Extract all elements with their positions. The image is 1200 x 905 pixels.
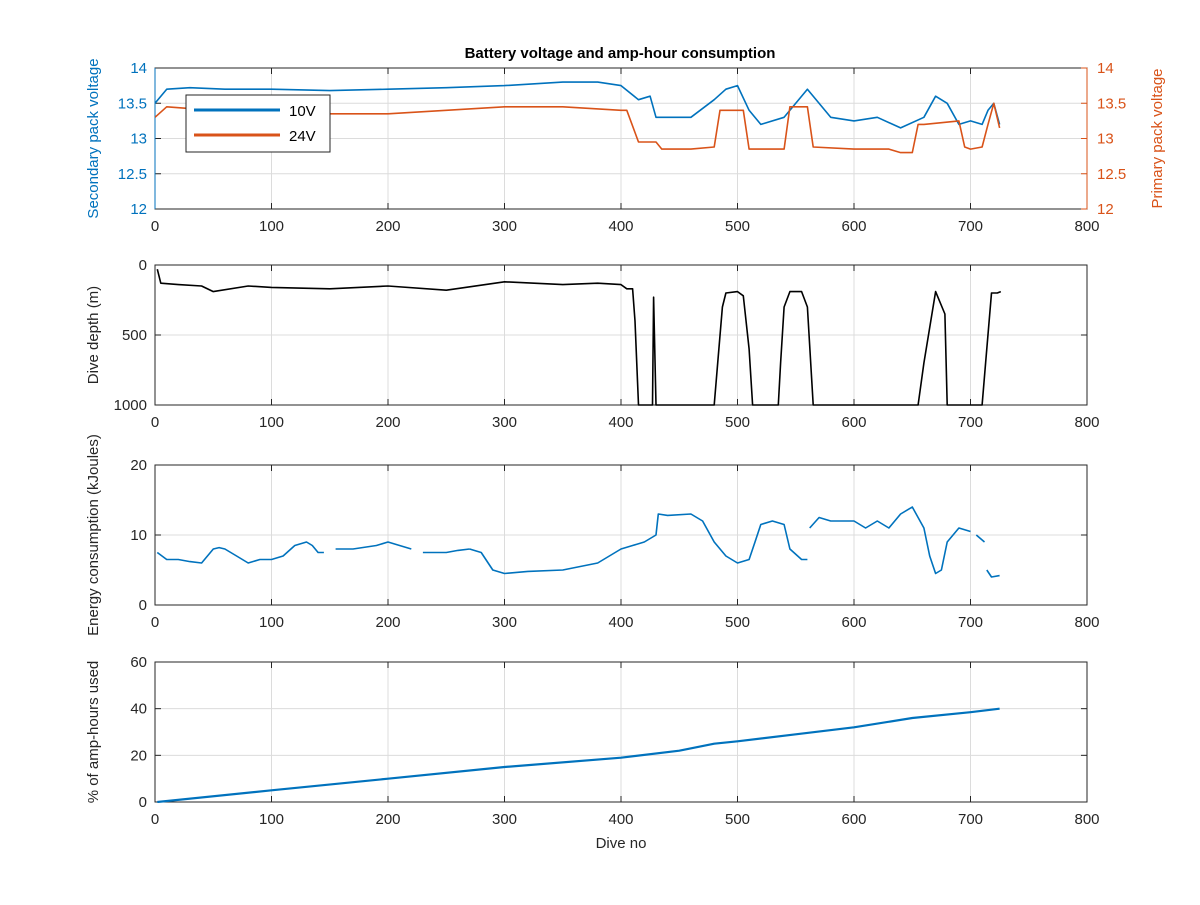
x-tick-label: 800 — [1074, 811, 1099, 828]
x-tick-label: 200 — [375, 614, 400, 631]
y-tick-label: 12 — [130, 201, 147, 218]
y-axis-label: Dive depth (m) — [85, 286, 102, 384]
y-tick-label: 20 — [130, 747, 147, 764]
x-axis-label: Dive no — [596, 835, 647, 852]
series-line-subplot3-seg1 — [335, 541, 412, 550]
y-axis-label: % of amp-hours used — [85, 661, 102, 804]
subplot-3: 0 100 200 300 400 500 600 700 800 0 10 20 Energy con… — [85, 434, 1100, 636]
x-tick-label: 100 — [259, 218, 284, 235]
y-tick-label: 13.5 — [118, 95, 147, 112]
legend-label-10v: 10V — [289, 103, 316, 120]
x-tick-label: 400 — [608, 614, 633, 631]
y-tick-label: 40 — [130, 701, 147, 718]
y-tick-label: 0 — [139, 597, 147, 614]
y-tick-label: 1000 — [114, 397, 147, 414]
y-tick-label: 60 — [130, 654, 147, 671]
subplot-1: 0 100 200 300 400 500 600 700 8001212.51313.5141… — [85, 58, 1166, 235]
x-tick-label: 800 — [1074, 614, 1099, 631]
subplot-2: 0 100 200 300 400 500 600 700 800 0 500 1000 Dive de… — [85, 257, 1100, 431]
x-tick-label: 100 — [259, 811, 284, 828]
y-axis-label-right: Primary pack voltage — [1149, 68, 1166, 208]
x-tick-label: 0 — [151, 218, 159, 235]
series-line-subplot3-seg3 — [469, 513, 808, 575]
x-tick-label: 400 — [608, 414, 633, 431]
y-tick-label-right: 13 — [1097, 131, 1114, 148]
series-line-subplot3-seg5 — [975, 534, 986, 543]
y-tick-label: 500 — [122, 327, 147, 344]
x-tick-label: 400 — [608, 811, 633, 828]
x-tick-label: 800 — [1074, 218, 1099, 235]
x-tick-label: 300 — [492, 811, 517, 828]
x-tick-label: 0 — [151, 614, 159, 631]
x-tick-label: 800 — [1074, 414, 1099, 431]
y-tick-label: 0 — [139, 794, 147, 811]
x-tick-label: 100 — [259, 614, 284, 631]
x-tick-label: 500 — [725, 414, 750, 431]
y-tick-label-right: 12 — [1097, 201, 1114, 218]
series-line-10v — [155, 81, 1001, 129]
x-tick-label: 600 — [841, 218, 866, 235]
x-tick-label: 0 — [151, 811, 159, 828]
y-tick-label: 12.5 — [118, 166, 147, 183]
legend-label-24v: 24V — [289, 128, 316, 145]
series-line-subplot4 — [157, 707, 1000, 803]
y-tick-label: 10 — [130, 527, 147, 544]
y-tick-label: 20 — [130, 457, 147, 474]
x-tick-label: 700 — [958, 414, 983, 431]
x-tick-label: 500 — [725, 614, 750, 631]
y-tick-label: 13 — [130, 131, 147, 148]
x-tick-label: 200 — [375, 218, 400, 235]
series-line-subplot3-seg2 — [422, 548, 470, 554]
series-line-subplot3-seg0 — [156, 541, 324, 564]
y-tick-label-right: 12.5 — [1097, 166, 1126, 183]
subplot-4: 0 100 200 300 400 500 600 700 800 0 20 40 60 % of amp… — [85, 654, 1100, 852]
x-tick-label: 700 — [958, 218, 983, 235]
axes-layer: 0 100 200 300 400 500 600 700 8001212.51313.5141… — [85, 58, 1166, 852]
chart-title: Battery voltage and amp-hour consumption — [465, 45, 776, 62]
series-line-subplot2 — [156, 269, 1002, 406]
x-tick-label: 300 — [492, 218, 517, 235]
y-tick-label: 0 — [139, 257, 147, 274]
x-tick-label: 600 — [841, 614, 866, 631]
series-line-subplot3-seg4 — [809, 506, 971, 575]
x-tick-label: 300 — [492, 614, 517, 631]
x-tick-label: 700 — [958, 811, 983, 828]
y-axis-label: Secondary pack voltage — [85, 58, 102, 218]
x-tick-label: 200 — [375, 414, 400, 431]
x-tick-label: 700 — [958, 614, 983, 631]
x-tick-label: 300 — [492, 414, 517, 431]
series-line-subplot3-seg6 — [986, 569, 1000, 578]
series-line-24v — [155, 102, 1001, 154]
x-tick-label: 500 — [725, 218, 750, 235]
legend-box — [185, 94, 331, 153]
y-tick-label: 14 — [130, 60, 147, 77]
x-tick-label: 100 — [259, 414, 284, 431]
x-tick-label: 600 — [841, 414, 866, 431]
y-tick-label-right: 13.5 — [1097, 95, 1126, 112]
x-tick-label: 200 — [375, 811, 400, 828]
x-tick-label: 400 — [608, 218, 633, 235]
x-tick-label: 600 — [841, 811, 866, 828]
x-tick-label: 500 — [725, 811, 750, 828]
x-tick-label: 0 — [151, 414, 159, 431]
y-tick-label-right: 14 — [1097, 60, 1114, 77]
y-axis-label: Energy consumption (kJoules) — [85, 434, 102, 636]
